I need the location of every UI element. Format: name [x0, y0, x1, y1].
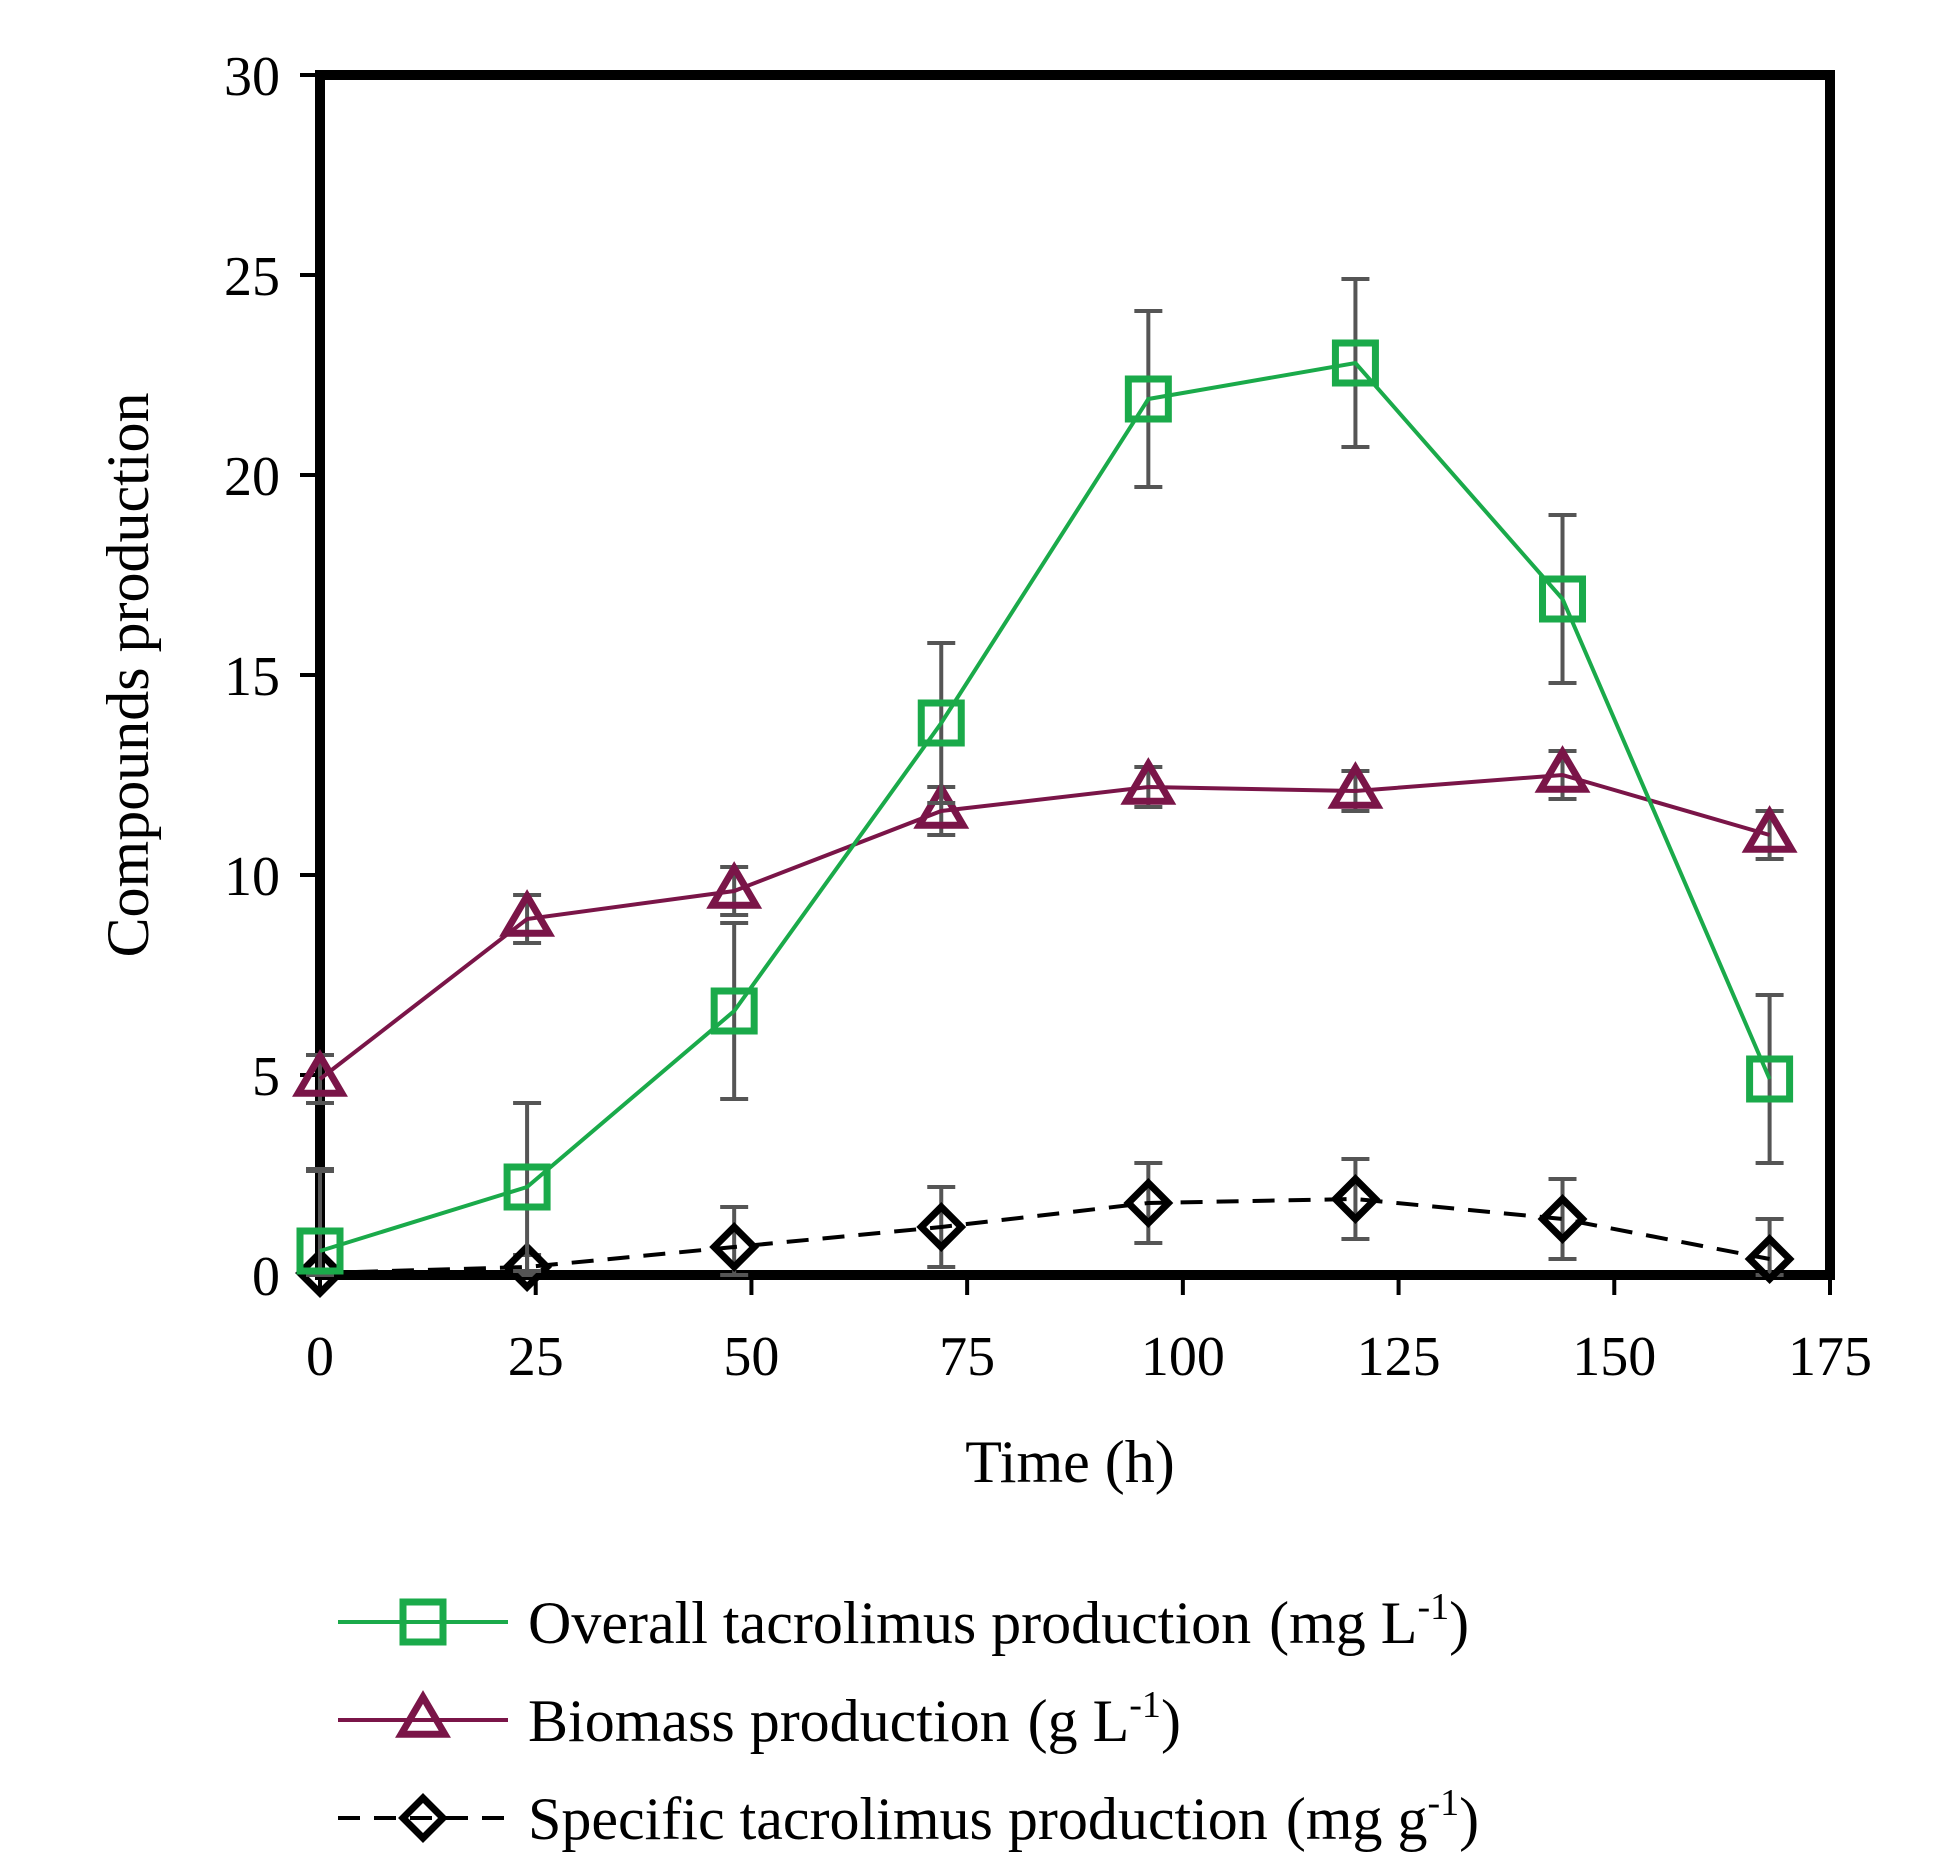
x-tick-label: 100	[1141, 1326, 1225, 1388]
data-point	[1537, 1194, 1588, 1244]
x-axis-label: Time (h)	[965, 1429, 1174, 1495]
legend-item: Biomass production (g L-1)	[338, 1684, 1181, 1754]
y-ticks: 0 5 10 15 20 25 30	[224, 46, 320, 1308]
legend-marker	[399, 1598, 447, 1646]
data-point	[1539, 575, 1587, 623]
x-tick-label: 25	[508, 1326, 564, 1388]
legend-label: Biomass production (g L-1)	[528, 1684, 1181, 1754]
legend-marker	[395, 1690, 451, 1738]
data-point	[502, 1242, 553, 1292]
x-tick-label: 50	[723, 1326, 779, 1388]
legend-item: Specific tacrolimus production (mg g-1)	[338, 1782, 1479, 1852]
series-line	[319, 360, 1772, 1253]
legend-label: Specific tacrolimus production (mg g-1)	[528, 1782, 1479, 1852]
series-square	[296, 277, 1794, 1277]
x-tick-label: 175	[1788, 1326, 1872, 1388]
data-point	[917, 699, 965, 747]
plot-frame	[315, 70, 1835, 1280]
y-tick-label: 25	[224, 246, 280, 308]
legend-label: Overall tacrolimus production (mg L-1)	[528, 1586, 1469, 1656]
data-point	[1741, 805, 1798, 853]
data-point	[1744, 1234, 1795, 1284]
series-line	[319, 1196, 1770, 1275]
series-diamond	[295, 1157, 1795, 1298]
data-point	[1327, 761, 1384, 809]
data-point	[1534, 745, 1591, 793]
data-point	[503, 1163, 551, 1211]
data-point	[710, 987, 758, 1035]
data-point	[295, 1248, 345, 1298]
error-bar	[306, 1169, 334, 1277]
y-axis-label: Compounds production	[95, 393, 161, 958]
x-ticks: 0 25 50 75 100 125 150 175	[306, 1275, 1872, 1388]
error-bar	[1341, 1157, 1370, 1241]
data-point	[1120, 757, 1177, 805]
legend-item: Overall tacrolimus production (mg L-1)	[338, 1586, 1469, 1656]
x-tick-label: 150	[1572, 1326, 1656, 1388]
data-point	[296, 1227, 344, 1275]
data-point	[1123, 1178, 1174, 1228]
y-tick-label: 15	[224, 646, 280, 708]
data-point	[1124, 375, 1172, 423]
data-point	[1331, 339, 1379, 387]
error-bar	[1548, 1177, 1577, 1261]
data-point	[913, 781, 970, 829]
series-line	[318, 772, 1771, 1081]
data-point	[1330, 1174, 1381, 1224]
series-triangle	[292, 745, 1798, 1105]
data-point	[1746, 1055, 1794, 1103]
y-tick-label: 10	[224, 846, 280, 908]
y-tick-label: 0	[252, 1246, 280, 1308]
x-tick-label: 125	[1357, 1326, 1441, 1388]
plot-area	[292, 277, 1798, 1298]
axes	[315, 70, 1835, 1280]
y-tick-label: 5	[252, 1046, 280, 1108]
legend: Overall tacrolimus production (mg L-1) Bio…	[338, 1586, 1479, 1852]
data-point	[499, 889, 556, 937]
data-point	[916, 1202, 967, 1252]
x-tick-label: 75	[939, 1326, 995, 1388]
legend-marker	[398, 1793, 448, 1843]
data-point	[706, 861, 763, 909]
data-point	[292, 1049, 348, 1097]
data-point	[709, 1222, 760, 1272]
x-tick-label: 0	[306, 1326, 334, 1388]
y-tick-label: 30	[224, 46, 280, 108]
y-tick-label: 20	[224, 446, 280, 508]
